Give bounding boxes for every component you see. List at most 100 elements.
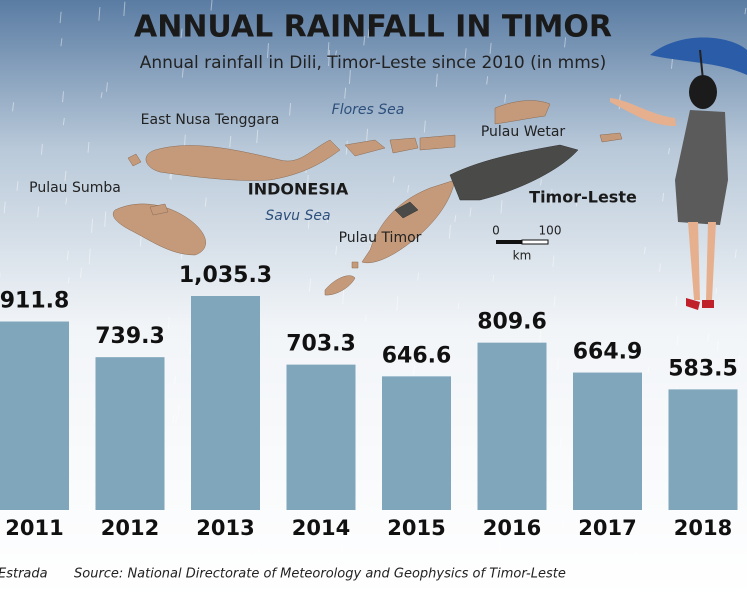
rain-streak [392, 176, 395, 183]
bar [95, 357, 165, 510]
rain-streak [658, 263, 661, 273]
rain-streak [79, 267, 82, 278]
scale-label: 0 [492, 224, 500, 238]
rain-streak [486, 76, 489, 85]
rain-streak [744, 7, 747, 15]
rain-streak [660, 530, 663, 541]
scale-label: km [513, 249, 532, 263]
rain-streak [559, 438, 562, 450]
rain-streak [12, 102, 15, 112]
rain-streak [647, 366, 650, 373]
rain-streak [417, 272, 420, 281]
rain-streak [307, 214, 310, 229]
map-label: Pulau Wetar [481, 124, 566, 140]
bar [477, 342, 547, 510]
rain-streak [40, 143, 43, 155]
rain-streak [454, 215, 457, 223]
map-label: East Nusa Tenggara [141, 112, 280, 128]
rain-streak [345, 140, 348, 155]
rain-streak [174, 376, 177, 384]
map [112, 100, 623, 296]
rain-streak [741, 475, 744, 489]
rain-streak [266, 43, 269, 59]
rain-streak [100, 92, 103, 99]
rain-streak [105, 82, 108, 92]
rain-streak [504, 94, 507, 103]
rain-streak [335, 245, 338, 255]
rain-streak [464, 48, 467, 59]
value-label: 646.6 [382, 343, 452, 368]
rain-streak [492, 275, 495, 283]
rain-streak [37, 206, 40, 218]
rain-streak [715, 288, 718, 295]
rain-streak [257, 547, 260, 562]
map-label: Flores Sea [332, 102, 405, 118]
rain-streak [363, 35, 366, 46]
value-label: 583.5 [668, 356, 738, 381]
rain-streak [489, 42, 492, 54]
value-label: 664.9 [573, 340, 643, 365]
rain-streak [88, 503, 91, 517]
rain-streak [564, 37, 567, 48]
x-tick-label: 2015 [387, 516, 445, 540]
rain-streak [167, 316, 170, 329]
rain-streak [35, 525, 38, 542]
rain-streak [204, 197, 207, 207]
value-label: 911.8 [0, 289, 69, 314]
map-label: Timor-Leste [529, 188, 637, 207]
rain-streak [539, 329, 542, 346]
rain-streak [93, 407, 96, 423]
rain-streak [670, 58, 673, 69]
rain-streak [448, 224, 451, 239]
rain-streak [328, 50, 331, 67]
rain-streak [396, 295, 399, 312]
title: ANNUAL RAINFALL IN TIMOR [134, 10, 612, 45]
rain-streak [344, 87, 347, 99]
rain-streak [177, 404, 180, 417]
bar [382, 376, 451, 510]
source: Source: National Directorate of Meteorol… [74, 567, 566, 582]
rain-streak [364, 313, 367, 322]
rain-streak [676, 335, 679, 346]
rain-streak [539, 179, 542, 186]
rain-streak [340, 541, 343, 557]
subtitle: Annual rainfall in Dili, Timor-Leste sin… [140, 53, 607, 73]
rain-streak [189, 344, 192, 355]
rain-streak [175, 416, 178, 424]
rain-streak [289, 102, 292, 116]
x-tick-label: 2017 [578, 516, 636, 540]
rain-streak [675, 295, 678, 307]
rain-streak [60, 38, 63, 47]
x-tick-label: 2016 [483, 516, 541, 540]
map-label: Pulau Timor [339, 230, 422, 246]
rain-streak [88, 248, 91, 265]
rain-streak [707, 333, 710, 342]
rain-streak [98, 7, 101, 21]
rain-streak [550, 189, 553, 205]
rain-streak [366, 128, 369, 142]
rain-streak [469, 207, 472, 217]
x-tick-label: 2011 [5, 516, 63, 540]
map-label: Savu Sea [265, 208, 330, 224]
value-label: 703.3 [286, 332, 356, 357]
rain-streak [66, 250, 69, 261]
rain-streak [662, 192, 665, 202]
rain-streak [57, 518, 60, 528]
x-tick-label: 2012 [101, 516, 159, 540]
rain-streak [716, 341, 719, 351]
bar [573, 372, 642, 510]
rain-streak [542, 57, 545, 69]
rain-streak [407, 184, 410, 193]
rain-streak [737, 355, 740, 371]
bar [286, 364, 356, 510]
rain-streak [256, 129, 259, 144]
rain-streak [326, 211, 329, 223]
rain-streak [306, 174, 309, 190]
woman-illustration [610, 37, 747, 310]
rain-streak [62, 91, 65, 103]
x-tick-label: 2018 [674, 516, 732, 540]
rain-streak [552, 255, 555, 268]
rain-streak [245, 15, 248, 23]
rain-streak [309, 278, 312, 292]
rain-streak [20, 300, 23, 310]
